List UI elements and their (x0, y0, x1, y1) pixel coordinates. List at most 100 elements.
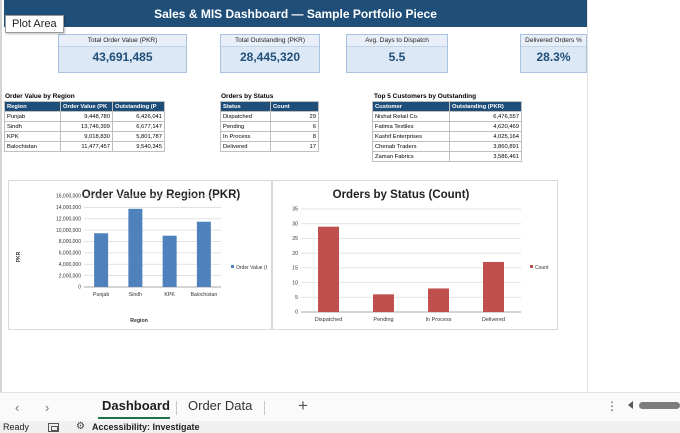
table-cell[interactable]: 9,540,345 (112, 141, 165, 152)
column-header[interactable]: Outstanding (P (112, 101, 165, 112)
table-cell[interactable]: 4,620,469 (449, 121, 522, 132)
table-cell[interactable]: 6,426,041 (112, 111, 165, 122)
region-table[interactable]: Region Order Value (PK Outstanding (P Pu… (4, 101, 165, 152)
table-cell[interactable]: Chenab Traders (372, 141, 450, 152)
tab-order-data[interactable]: Order Data (188, 398, 253, 413)
table-cell[interactable]: 9,448,780 (60, 111, 113, 122)
table-cell[interactable]: 6,677,147 (112, 121, 165, 132)
table-row[interactable]: Punjab 9,448,780 6,426,041 (4, 111, 165, 122)
x-tick-label: Dispatched (315, 317, 343, 323)
table-cell[interactable]: Zaman Fabrics (372, 151, 450, 162)
table-row[interactable]: In Process 8 (220, 131, 319, 142)
x-tick-label: Delivered (482, 317, 505, 323)
scroll-tabs-left-icon[interactable]: ‹ (15, 400, 20, 415)
table-cell[interactable]: 8 (270, 131, 319, 142)
y-tick-label: 10,000,000 (56, 228, 81, 234)
tab-dashboard[interactable]: Dashboard (102, 398, 170, 413)
table-cell[interactable]: 6,476,557 (449, 111, 522, 122)
customer-table[interactable]: Customer Outstanding (PKR) Nishat Retail… (372, 101, 522, 162)
column-header[interactable]: Order Value (PK (60, 101, 113, 112)
y-tick-label: 25 (292, 236, 298, 242)
y-axis-label: PKR (16, 251, 22, 262)
worksheet[interactable]: Sales & MIS Dashboard — Sample Portfolio… (0, 0, 680, 392)
accessibility-icon[interactable]: ⚙ (76, 421, 85, 432)
bar-sindh (128, 208, 143, 287)
dashboard-title[interactable]: Sales & MIS Dashboard — Sample Portfolio… (4, 0, 587, 27)
y-tick-label: 4,000,000 (59, 262, 81, 268)
table-cell[interactable]: Sindh (4, 121, 61, 132)
table-cell[interactable]: 17 (270, 141, 319, 152)
kpi-value: 28.3% (536, 50, 571, 64)
chart-title: Order Value by Region (PKR) (82, 189, 241, 201)
table-cell[interactable]: Delivered (220, 141, 271, 152)
kpi-label: Total Order Value (PKR) (59, 35, 186, 47)
table-row[interactable]: Delivered 17 (220, 141, 319, 152)
table-cell[interactable]: Dispatched (220, 111, 271, 122)
table-cell[interactable]: 3,586,461 (449, 151, 522, 162)
chart-order-value-by-region[interactable]: Order Value by Region (PKR) PKR Region O… (8, 180, 272, 330)
scroll-tabs-right-icon[interactable]: › (45, 400, 50, 415)
table-cell[interactable]: 29 (270, 111, 319, 122)
kpi-value: 28,445,320 (239, 50, 301, 64)
table-cell[interactable]: Balochistan (4, 141, 61, 152)
plot-area-tooltip: Plot Area (5, 15, 64, 33)
accessibility-status[interactable]: Accessibility: Investigate (92, 422, 200, 432)
column-header[interactable]: Region (4, 101, 61, 112)
table-row[interactable]: KPK 9,018,830 5,801,787 (4, 131, 165, 142)
table-cell[interactable]: 13,746,399 (60, 121, 113, 132)
y-tick-label: 30 (292, 221, 298, 227)
kpi-label: Total Outstanding (PKR) (221, 35, 319, 47)
table-row[interactable]: Nishat Retail Co. 6,476,557 (372, 111, 522, 122)
kpi-total-order-value[interactable]: Total Order Value (PKR) 43,691,485 (58, 34, 187, 73)
customer-table-title: Top 5 Customers by Outstanding (374, 93, 477, 100)
tab-separator (176, 401, 177, 415)
y-tick-label: 14,000,000 (56, 205, 81, 211)
table-row[interactable]: Chenab Traders 3,860,891 (372, 141, 522, 152)
table-row[interactable]: Pending 6 (220, 121, 319, 132)
y-tick-label: 2,000,000 (59, 273, 81, 279)
column-header[interactable]: Customer (372, 101, 450, 112)
table-cell[interactable]: Kashif Enterprises (372, 131, 450, 142)
table-cell[interactable]: Nishat Retail Co. (372, 111, 450, 122)
bar-kpk (162, 235, 177, 287)
y-tick-label: 16,000,000 (56, 194, 81, 200)
add-sheet-icon[interactable]: + (298, 396, 308, 415)
table-cell[interactable]: In Process (220, 131, 271, 142)
column-header[interactable]: Status (220, 101, 271, 112)
kpi-total-outstanding[interactable]: Total Outstanding (PKR) 28,445,320 (220, 34, 320, 73)
bar-punjab (94, 233, 109, 287)
table-cell[interactable]: 11,477,457 (60, 141, 113, 152)
status-table-title: Orders by Status (221, 93, 274, 100)
table-cell[interactable]: 5,801,787 (112, 131, 165, 142)
table-cell[interactable]: 3,860,891 (449, 141, 522, 152)
bar-delivered (483, 261, 504, 312)
table-row[interactable]: Sindh 13,746,399 6,677,147 (4, 121, 165, 132)
region-chart-svg: Order Value by Region (PKR) PKR Region O… (16, 189, 267, 324)
table-cell[interactable]: 4,025,164 (449, 131, 522, 142)
x-tick-label: Pending (373, 317, 393, 323)
table-row[interactable]: Balochistan 11,477,457 9,540,345 (4, 141, 165, 152)
status-bar: Ready ⚙ Accessibility: Investigate (0, 421, 680, 433)
row-header-edge (0, 0, 2, 392)
table-cell[interactable]: 6 (270, 121, 319, 132)
scroll-left-icon[interactable] (628, 401, 633, 409)
horizontal-scrollbar-thumb[interactable] (639, 402, 680, 409)
status-table[interactable]: Status Count Dispatched 29 Pending 6 In … (220, 101, 319, 152)
table-row[interactable]: Dispatched 29 (220, 111, 319, 122)
table-cell[interactable]: KPK (4, 131, 61, 142)
kpi-delivered-percent[interactable]: Delivered Orders % 28.3% (520, 34, 587, 73)
kpi-avg-days-dispatch[interactable]: Avg. Days to Dispatch 5.5 (346, 34, 448, 73)
column-header[interactable]: Count (270, 101, 319, 112)
table-cell[interactable]: Punjab (4, 111, 61, 122)
table-cell[interactable]: Fatima Textiles (372, 121, 450, 132)
table-cell[interactable]: 9,018,830 (60, 131, 113, 142)
table-row[interactable]: Fatima Textiles 4,620,469 (372, 121, 522, 132)
legend-swatch (231, 265, 234, 268)
chart-orders-by-status[interactable]: Orders by Status (Count) Count 0 5 10 15 20 2… (272, 180, 558, 330)
macro-recording-icon[interactable] (48, 423, 59, 432)
table-cell[interactable]: Pending (220, 121, 271, 132)
table-row[interactable]: Kashif Enterprises 4,025,164 (372, 131, 522, 142)
column-header[interactable]: Outstanding (PKR) (449, 101, 522, 112)
table-row[interactable]: Zaman Fabrics 3,586,461 (372, 151, 522, 162)
more-options-icon[interactable]: ⋮ (606, 399, 618, 413)
